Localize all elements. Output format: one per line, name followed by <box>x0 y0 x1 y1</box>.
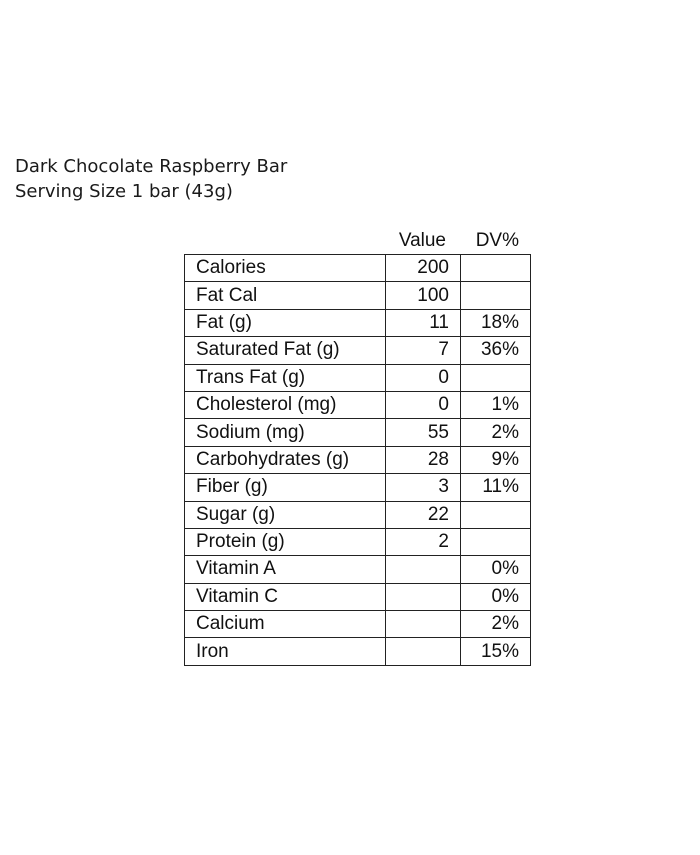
table-row: Protein (g) 2 <box>184 527 531 557</box>
nutrient-value: 3 <box>385 473 461 502</box>
table-row: Fiber (g) 3 11% <box>184 473 531 502</box>
nutrient-name: Vitamin C <box>184 582 386 612</box>
nutrient-dv <box>460 253 531 283</box>
nutrient-value: 100 <box>385 281 461 310</box>
nutrient-dv: 0% <box>460 555 531 584</box>
nutrient-name: Fat (g) <box>184 308 386 338</box>
nutrient-dv: 1% <box>460 390 531 420</box>
nutrient-value <box>385 555 461 584</box>
nutrient-name: Vitamin A <box>184 555 386 584</box>
column-header-value: Value <box>398 230 446 251</box>
nutrient-dv: 11% <box>460 473 531 502</box>
nutrient-dv: 2% <box>460 418 531 447</box>
nutrient-name: Fat Cal <box>184 281 386 310</box>
table-row: Cholesterol (mg) 0 1% <box>184 390 531 420</box>
column-headers: Value DV% <box>385 230 530 252</box>
nutrient-dv <box>460 527 531 557</box>
table-row: Vitamin A 0% <box>184 555 531 584</box>
nutrient-name: Protein (g) <box>184 527 386 557</box>
nutrient-name: Saturated Fat (g) <box>184 336 386 365</box>
table-row: Iron 15% <box>184 637 531 666</box>
table-row: Carbohydrates (g) 28 9% <box>184 445 531 475</box>
nutrient-name: Sugar (g) <box>184 500 386 529</box>
nutrient-name: Calories <box>184 253 386 283</box>
nutrient-name: Cholesterol (mg) <box>184 390 386 420</box>
nutrient-name: Calcium <box>184 610 386 639</box>
product-name: Dark Chocolate Raspberry Bar <box>15 156 288 177</box>
nutrient-dv: 2% <box>460 610 531 639</box>
nutrient-name: Carbohydrates (g) <box>184 445 386 475</box>
title-block: Dark Chocolate Raspberry Bar Serving Siz… <box>15 154 287 204</box>
nutrient-dv <box>460 500 531 529</box>
table-row: Sodium (mg) 55 2% <box>184 418 531 447</box>
table-row: Saturated Fat (g) 7 36% <box>184 336 531 365</box>
nutrient-value: 2 <box>385 527 461 557</box>
table-row: Fat Cal 100 <box>184 281 531 310</box>
table-row: Sugar (g) 22 <box>184 500 531 529</box>
nutrient-value <box>385 582 461 612</box>
nutrient-name: Trans Fat (g) <box>184 363 386 392</box>
nutrient-value: 7 <box>385 336 461 365</box>
nutrient-dv: 36% <box>460 336 531 365</box>
nutrient-dv: 18% <box>460 308 531 338</box>
nutrition-table: Calories 200 Fat Cal 100 Fat (g) 11 18% … <box>184 253 531 666</box>
nutrient-name: Iron <box>184 637 386 666</box>
nutrient-value <box>385 637 461 666</box>
nutrient-name: Fiber (g) <box>184 473 386 502</box>
nutrient-dv <box>460 363 531 392</box>
nutrient-value: 11 <box>385 308 461 338</box>
nutrient-name: Sodium (mg) <box>184 418 386 447</box>
serving-size: Serving Size 1 bar (43g) <box>15 181 233 202</box>
nutrient-dv: 15% <box>460 637 531 666</box>
column-header-dv: DV% <box>475 230 519 251</box>
table-row: Vitamin C 0% <box>184 582 531 612</box>
nutrient-value: 28 <box>385 445 461 475</box>
nutrient-value: 0 <box>385 363 461 392</box>
nutrient-dv <box>460 281 531 310</box>
table-row: Calories 200 <box>184 253 531 283</box>
table-row: Calcium 2% <box>184 610 531 639</box>
nutrient-dv: 9% <box>460 445 531 475</box>
table-row: Trans Fat (g) 0 <box>184 363 531 392</box>
nutrient-value: 55 <box>385 418 461 447</box>
table-row: Fat (g) 11 18% <box>184 308 531 338</box>
nutrient-value: 22 <box>385 500 461 529</box>
nutrient-value: 0 <box>385 390 461 420</box>
nutrient-value: 200 <box>385 253 461 283</box>
nutrient-dv: 0% <box>460 582 531 612</box>
nutrient-value <box>385 610 461 639</box>
